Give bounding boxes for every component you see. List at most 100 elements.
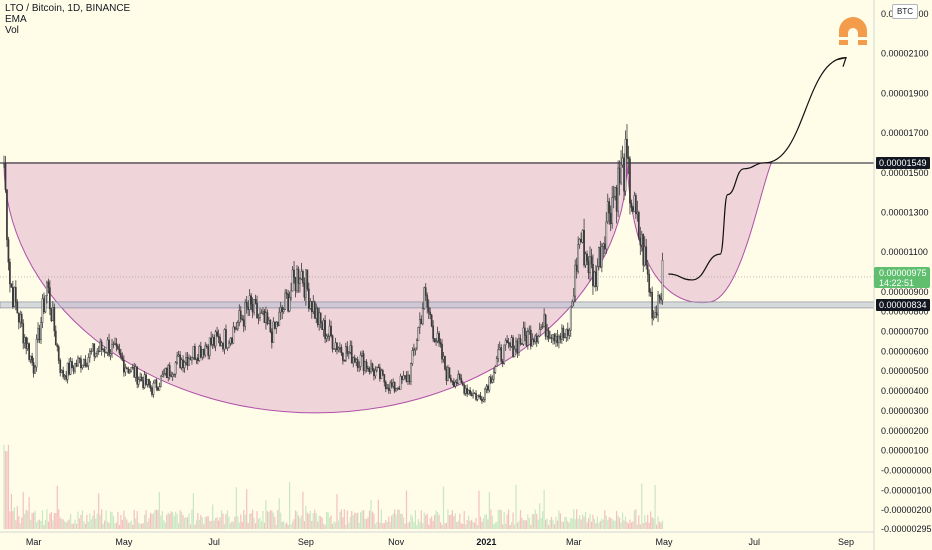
- candle-body: [268, 320, 270, 324]
- volume-bar: [64, 521, 66, 529]
- volume-bar: [228, 516, 230, 529]
- volume-bar: [84, 523, 86, 529]
- candle-body: [185, 357, 187, 363]
- x-tick-label: Jul: [748, 537, 760, 547]
- volume-bar: [166, 514, 168, 529]
- candle-body: [620, 164, 622, 184]
- volume-bar: [445, 523, 448, 529]
- candle-body: [94, 352, 97, 357]
- candle-body: [137, 379, 140, 385]
- y-tick-label: -0.00000295: [881, 524, 932, 534]
- candle-body: [239, 310, 242, 320]
- volume-bar: [206, 516, 208, 529]
- candle-body: [416, 340, 418, 349]
- volume-bar: [185, 517, 187, 529]
- candle-body: [608, 201, 611, 214]
- symbol-title[interactable]: LTO / Bitcoin, 1D, BINANCE: [5, 3, 131, 14]
- volume-bar: [379, 522, 381, 529]
- candle-body: [476, 395, 479, 400]
- volume-bar: [657, 516, 659, 529]
- volume-indicator-label[interactable]: Vol: [5, 25, 19, 36]
- candle-body: [220, 342, 223, 346]
- volume-bar: [275, 524, 277, 529]
- volume-bar: [139, 523, 141, 529]
- candle-body: [278, 311, 281, 326]
- ema-indicator-label[interactable]: EMA: [5, 14, 27, 25]
- candle-body: [302, 271, 304, 284]
- candle-body: [54, 330, 57, 346]
- candle-body: [389, 382, 392, 391]
- volume-bar: [530, 524, 532, 529]
- volume-bar: [102, 524, 104, 529]
- candle-body: [10, 283, 13, 288]
- candle-body: [173, 373, 176, 376]
- candle-body: [68, 362, 70, 375]
- volume-bar: [601, 518, 603, 529]
- candle-body: [222, 342, 224, 350]
- candle-body: [349, 345, 352, 353]
- volume-bar: [435, 510, 437, 529]
- candle-body: [168, 365, 171, 376]
- volume-bar: [235, 487, 237, 529]
- volume-bar: [155, 509, 158, 529]
- volume-bar: [645, 522, 647, 529]
- candle-body: [380, 370, 383, 379]
- candle-body: [381, 370, 384, 375]
- volume-bar: [178, 523, 180, 529]
- candle-body: [481, 398, 483, 402]
- volume-bar: [43, 524, 45, 529]
- candle-body: [661, 260, 664, 301]
- volume-bar: [303, 521, 305, 529]
- y-tick-label: -0.00000000: [881, 465, 932, 475]
- candle-body: [433, 338, 436, 343]
- volume-bar: [436, 512, 439, 529]
- volume-bar: [527, 514, 529, 529]
- volume-bar: [40, 521, 42, 529]
- volume-bar: [327, 512, 329, 529]
- candle-body: [643, 246, 646, 266]
- volume-bar: [370, 499, 372, 529]
- candle-body: [205, 345, 208, 348]
- volume-bar: [339, 512, 341, 529]
- candle-body: [204, 345, 207, 356]
- volume-bar: [260, 521, 263, 529]
- candle-body: [396, 387, 399, 390]
- candle-body: [3, 163, 5, 165]
- volume-bar: [161, 511, 163, 529]
- candle-body: [321, 322, 324, 330]
- candle-body: [427, 306, 430, 313]
- volume-bar: [130, 520, 132, 529]
- volume-bar: [47, 521, 49, 529]
- volume-bar: [27, 510, 29, 529]
- candle-body: [120, 352, 122, 358]
- volume-bar: [367, 516, 369, 529]
- candle-body: [293, 269, 295, 278]
- candle-body: [155, 379, 158, 389]
- x-tick-label: Sep: [298, 537, 314, 547]
- candle-body: [490, 376, 492, 383]
- volume-bar: [540, 518, 542, 529]
- volume-bar: [198, 519, 200, 529]
- volume-bar: [596, 516, 598, 529]
- volume-bar: [25, 509, 27, 529]
- volume-bar: [249, 513, 251, 529]
- candle-body: [423, 287, 426, 310]
- currency-button[interactable]: BTC: [892, 4, 918, 19]
- volume-bar: [280, 512, 282, 529]
- volume-bar: [317, 521, 319, 529]
- volume-bar: [41, 510, 44, 529]
- volume-bar: [552, 520, 554, 529]
- volume-bar: [644, 515, 646, 529]
- volume-bar: [399, 513, 402, 529]
- candle-body: [149, 384, 152, 389]
- volume-bar: [459, 513, 461, 529]
- candle-body: [300, 271, 303, 280]
- candle-body: [598, 247, 600, 267]
- candle-body: [265, 312, 267, 323]
- candle-body: [100, 341, 103, 350]
- candle-body: [435, 340, 437, 343]
- volume-bar: [152, 513, 155, 529]
